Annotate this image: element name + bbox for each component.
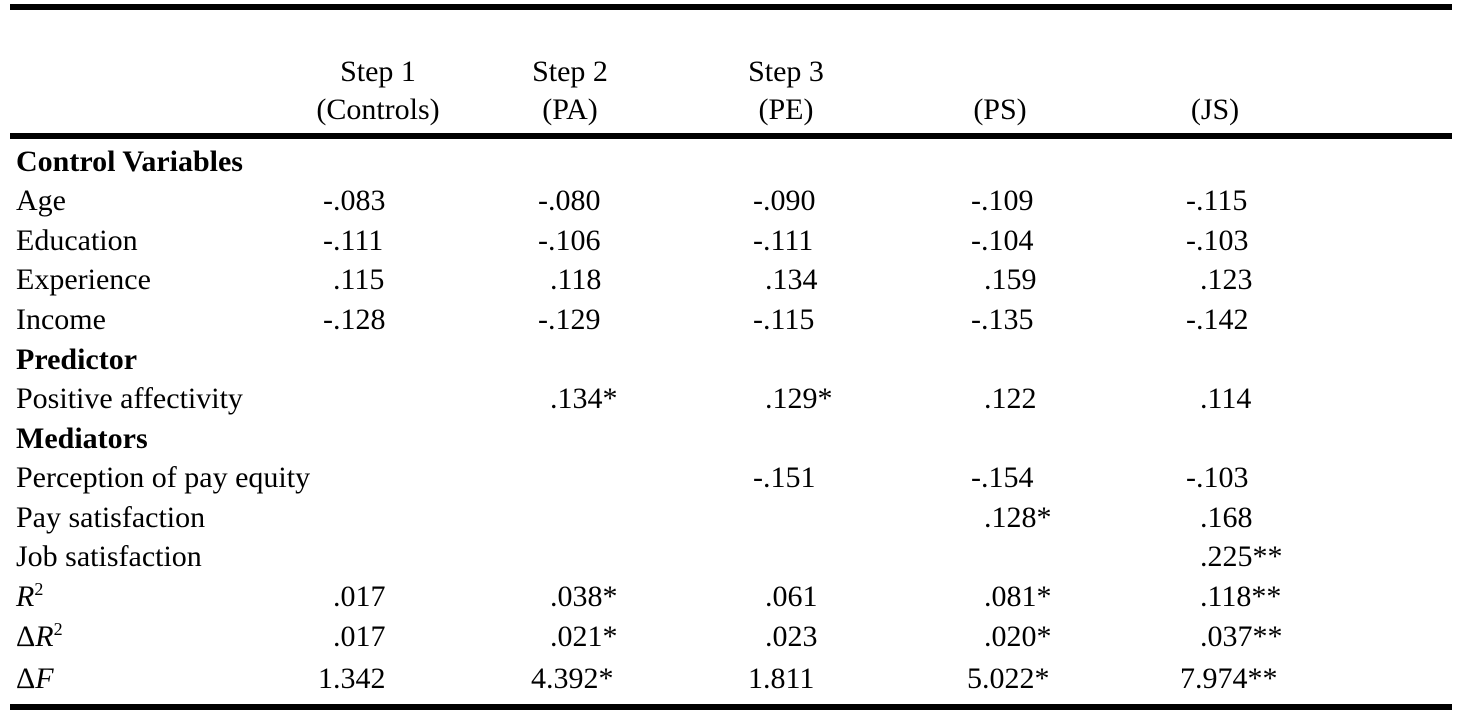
delta-r2-delta: Δ [16,620,36,653]
table-cell: -.109 [971,184,1034,217]
header-step2-line1: Step 2 [532,55,608,88]
row-label-income: Income [16,303,106,336]
header-step3-line1: Step 3 [748,55,824,88]
table-cell: -.129 [538,303,601,336]
header-js-line2: (JS) [1190,93,1240,126]
table-cell: -.135 [971,303,1034,336]
table-cell: 5.022* [967,662,1050,695]
table-header-rule [10,133,1452,139]
header-js-line1 [1145,53,1285,91]
table-cell: .021* [550,620,618,653]
row-label-experience: Experience [16,263,151,296]
table-cell: .123 [1200,263,1253,296]
table-cell: 1.811 [748,662,815,695]
table-cell: -.115 [753,303,815,336]
table-cell: .023 [765,620,818,653]
table-cell: .017 [333,580,386,613]
header-step3-line2: (PE) [758,93,814,126]
table-cell: -.128 [323,303,386,336]
table-cell: .114 [1200,382,1252,415]
table-cell: .115 [333,263,385,296]
table-cell: -.104 [971,224,1034,257]
table-cell: .159 [984,263,1037,296]
header-js: (JS) [1145,53,1285,129]
table-cell: .134 [765,263,818,296]
table-cell: .129* [765,382,833,415]
row-label-pay-satisfaction: Pay satisfaction [16,501,206,534]
header-ps: (PS) [930,53,1070,129]
table-cell: 4.392* [531,662,614,695]
header-step1: Step 1 (Controls) [298,53,458,129]
table-cell: .225** [1200,540,1283,573]
table-cell: .038* [550,580,618,613]
table-cell: .168 [1200,501,1253,534]
table-cell: .061 [765,580,818,613]
row-label-job-satisfaction: Job satisfaction [16,540,202,573]
header-step2-line2: (PA) [542,93,598,126]
table-cell: -.111 [323,224,384,257]
table-cell: -.111 [753,224,814,257]
table-top-rule [10,4,1452,10]
section-mediators: Mediators [16,422,148,455]
header-ps-line1 [930,53,1070,91]
table-cell: .134* [550,382,618,415]
table-cell: -.115 [1186,184,1248,217]
row-label-delta-f: ΔF [16,660,54,698]
delta-r2-superscript: 2 [53,619,63,639]
delta-f-symbol: F [35,662,54,695]
header-step3: Step 3 (PE) [716,53,856,129]
table-cell: .081* [984,580,1052,613]
row-label-age: Age [16,184,66,217]
r2-superscript: 2 [34,579,44,599]
row-label-r2: R2 [16,578,43,616]
table-cell: -.106 [538,224,601,257]
delta-r2-symbol: R [35,620,54,653]
table-cell: -.103 [1186,224,1249,257]
table-cell: -.154 [971,461,1034,494]
header-step1-line2: (Controls) [316,93,440,126]
header-ps-line2: (PS) [973,93,1027,126]
row-label-delta-r2: ΔR2 [16,618,63,656]
delta-f-delta: Δ [16,662,36,695]
header-step1-line1: Step 1 [340,55,416,88]
table-cell: -.142 [1186,303,1249,336]
table-cell: -.151 [753,461,816,494]
table-cell: .128* [984,501,1052,534]
table-cell: -.080 [538,184,601,217]
row-label-education: Education [16,224,138,257]
section-predictor: Predictor [16,343,138,376]
table-cell: .118 [550,263,602,296]
row-label-pay-equity: Perception of pay equity [16,461,311,494]
row-label-positive-affectivity: Positive affectivity [16,382,243,415]
table-cell: .122 [984,382,1037,415]
table-cell: .017 [333,620,386,653]
table-cell: 1.342 [318,662,386,695]
r2-symbol: R [16,580,35,613]
table-cell: .037** [1200,620,1283,653]
table-cell: -.103 [1186,461,1249,494]
section-control-variables: Control Variables [16,145,243,178]
table-cell: .020* [984,620,1052,653]
table-cell: 7.974** [1180,662,1278,695]
table-cell: -.090 [753,184,816,217]
table-cell: -.083 [323,184,386,217]
table-cell: .118** [1200,580,1282,613]
table-bottom-rule [10,704,1452,710]
header-step2: Step 2 (PA) [500,53,640,129]
